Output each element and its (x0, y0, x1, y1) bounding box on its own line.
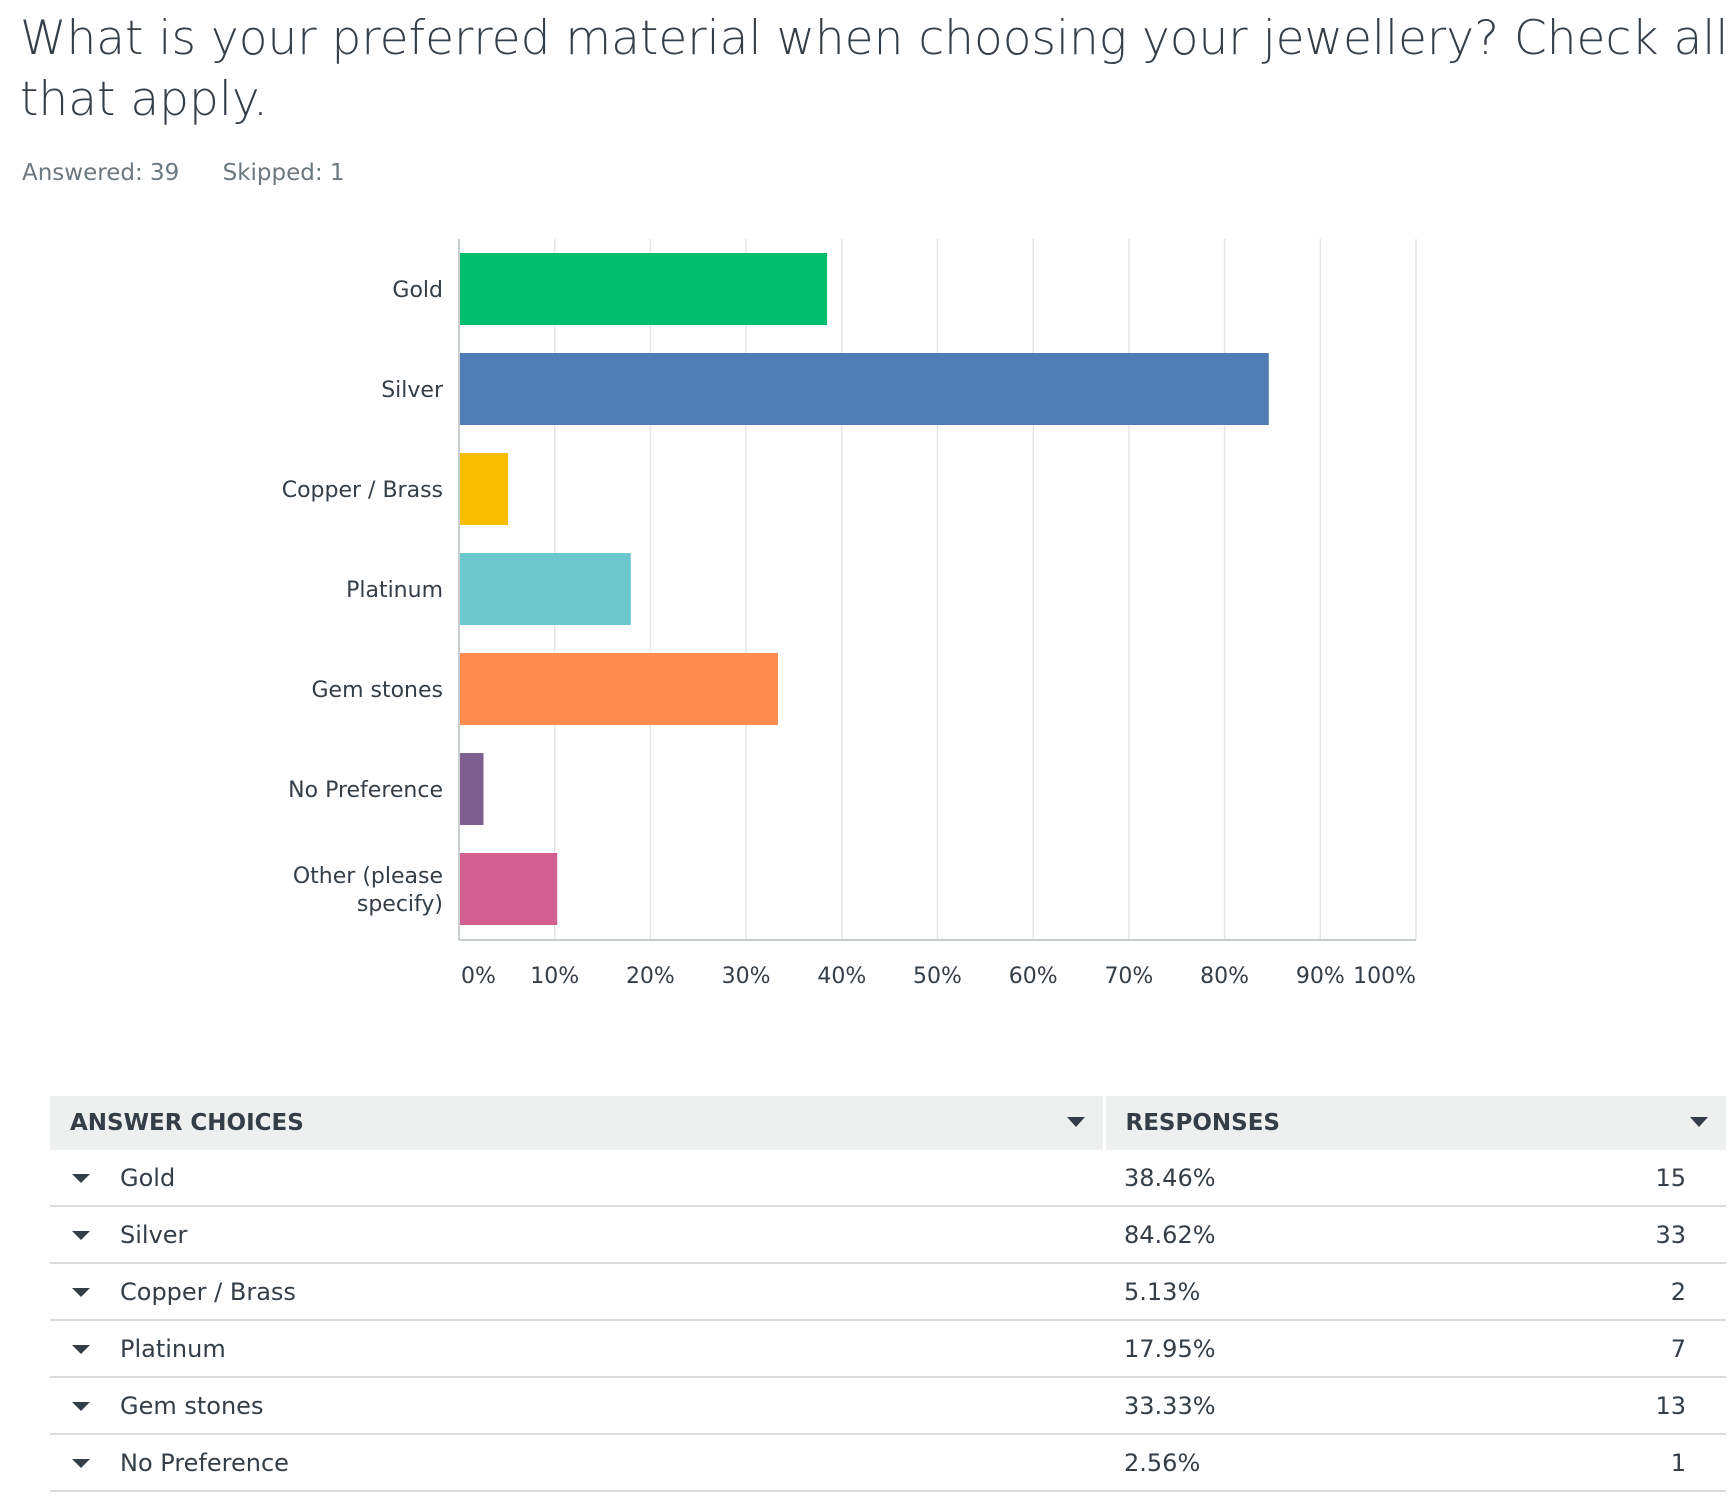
skipped-count: Skipped: 1 (222, 160, 345, 186)
bar (459, 253, 828, 325)
bar (459, 853, 558, 925)
x-tick-label: 10% (530, 964, 579, 989)
x-tick-label: 0% (461, 964, 496, 989)
answer-choice-cell: Gold (50, 1150, 1104, 1207)
answer-choice-cell: Copper / Brass (50, 1263, 1104, 1321)
expand-caret-icon[interactable] (72, 1231, 90, 1240)
x-tick-label: 100% (1353, 964, 1416, 989)
table-row: Gem stones 33.33% 13 (50, 1377, 1726, 1435)
expand-caret-icon[interactable] (72, 1288, 90, 1297)
category-label: Gold (392, 278, 443, 303)
answer-choice-label: Gold (120, 1163, 176, 1192)
category-label: Platinum (346, 578, 443, 603)
answer-choice-label: Copper / Brass (120, 1277, 296, 1306)
answer-choices-header[interactable]: ANSWER CHOICES (50, 1096, 1104, 1150)
x-tick-label: 30% (722, 964, 771, 989)
category-label: Gem stones (312, 678, 444, 703)
expand-caret-icon[interactable] (72, 1345, 90, 1354)
answer-choice-label: Gem stones (120, 1391, 264, 1420)
response-count: 7 (1472, 1320, 1726, 1378)
bar (459, 653, 778, 725)
response-summary: Answered: 39 Skipped: 1 (22, 160, 381, 186)
x-tick-label: 90% (1296, 964, 1345, 989)
response-percent: 33.33% (1104, 1377, 1473, 1435)
table-body: Gold 38.46% 15 Silver 84.62% 33 Copper / Brass… (50, 1150, 1726, 1492)
expand-caret-icon[interactable] (72, 1402, 90, 1411)
question-title: What is your preferred material when cho… (20, 11, 1729, 127)
category-label: Copper / Brass (282, 478, 443, 503)
responses-header-label: RESPONSES (1125, 1110, 1281, 1136)
response-count: 15 (1472, 1150, 1726, 1207)
response-percent: 5.13% (1104, 1263, 1473, 1321)
bar (459, 553, 631, 625)
answer-choice-cell: Silver (50, 1206, 1104, 1264)
x-tick-label: 50% (913, 964, 962, 989)
responses-table: ANSWER CHOICES RESPONSES Gold 38.46% 15 Sil… (50, 1096, 1726, 1492)
x-tick-label: 80% (1200, 964, 1249, 989)
response-percent: 2.56% (1104, 1434, 1473, 1492)
bar (459, 753, 484, 825)
category-label: No Preference (288, 778, 443, 803)
response-count: 2 (1472, 1263, 1726, 1321)
answer-choices-header-label: ANSWER CHOICES (70, 1110, 304, 1136)
table-row: No Preference 2.56% 1 (50, 1434, 1726, 1492)
response-percent: 17.95% (1104, 1320, 1473, 1378)
response-count: 33 (1472, 1206, 1726, 1264)
table-row: Platinum 17.95% 7 (50, 1320, 1726, 1378)
x-tick-label: 70% (1104, 964, 1153, 989)
response-count: 13 (1472, 1377, 1726, 1435)
x-tick-label: 40% (817, 964, 866, 989)
response-percent: 38.46% (1104, 1150, 1473, 1207)
x-tick-label: 20% (626, 964, 675, 989)
table-row: Gold 38.46% 15 (50, 1150, 1726, 1207)
sort-caret-icon[interactable] (1690, 1117, 1708, 1127)
answered-count: Answered: 39 (22, 160, 180, 186)
answer-choice-label: Silver (120, 1220, 188, 1249)
answer-choice-label: No Preference (120, 1448, 289, 1477)
bar-chart: Gold Silver Copper / Brass Platinum Gem ston… (282, 239, 1417, 989)
expand-caret-icon[interactable] (72, 1459, 90, 1468)
x-tick-label: 60% (1009, 964, 1058, 989)
category-label: Other (please specify) (293, 864, 443, 917)
answer-choice-cell: Gem stones (50, 1377, 1104, 1435)
response-percent: 84.62% (1104, 1206, 1473, 1264)
category-label: Silver (381, 378, 444, 403)
response-count: 1 (1472, 1434, 1726, 1492)
responses-header[interactable]: RESPONSES (1102, 1096, 1726, 1150)
answer-choice-cell: Platinum (50, 1320, 1104, 1378)
table-row: Silver 84.62% 33 (50, 1206, 1726, 1264)
bar (459, 353, 1269, 425)
expand-caret-icon[interactable] (72, 1174, 90, 1183)
answer-choice-cell: No Preference (50, 1434, 1104, 1492)
table-row: Copper / Brass 5.13% 2 (50, 1263, 1726, 1321)
sort-caret-icon[interactable] (1066, 1117, 1085, 1127)
bar (459, 453, 509, 525)
answer-choice-label: Platinum (120, 1334, 226, 1363)
